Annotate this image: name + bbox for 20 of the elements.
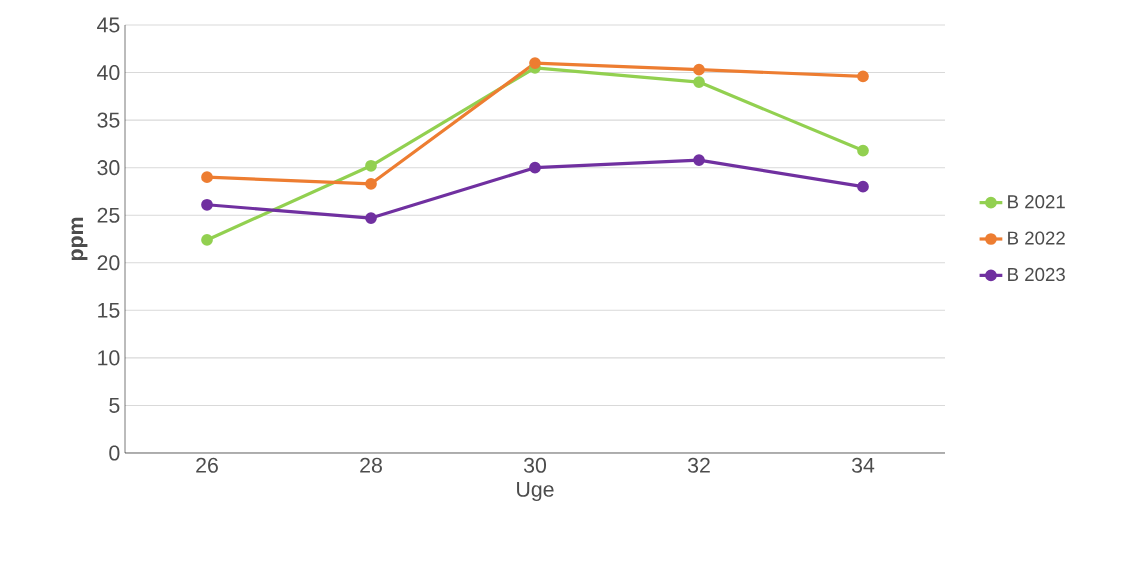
y-tick-label: 0 (109, 445, 120, 461)
x-axis-title: Uge (517, 481, 554, 502)
x-tick-label: 26 (196, 457, 218, 473)
x-tick-label: 34 (851, 457, 875, 473)
y-tick-label: 30 (97, 160, 120, 176)
y-tick-label: 15 (98, 302, 120, 318)
y-tick-label: 10 (98, 350, 120, 366)
y-axis-title: ppm (71, 217, 88, 261)
y-tick-label: 45 (97, 17, 120, 33)
y-tick-label: 35 (97, 112, 120, 128)
y-tick-label: 40 (97, 65, 120, 81)
legend-label: B 2023 (1008, 267, 1065, 282)
x-tick-label: 30 (523, 457, 547, 473)
legend-label: B 2022 (1008, 231, 1065, 245)
y-tick-label: 20 (97, 255, 120, 271)
x-tick-label: 28 (360, 457, 382, 473)
y-tick-label: 25 (97, 207, 120, 223)
y-tick-label: 5 (109, 398, 120, 413)
legend-label: B 2021 (1008, 195, 1065, 209)
x-tick-label: 32 (687, 457, 710, 473)
